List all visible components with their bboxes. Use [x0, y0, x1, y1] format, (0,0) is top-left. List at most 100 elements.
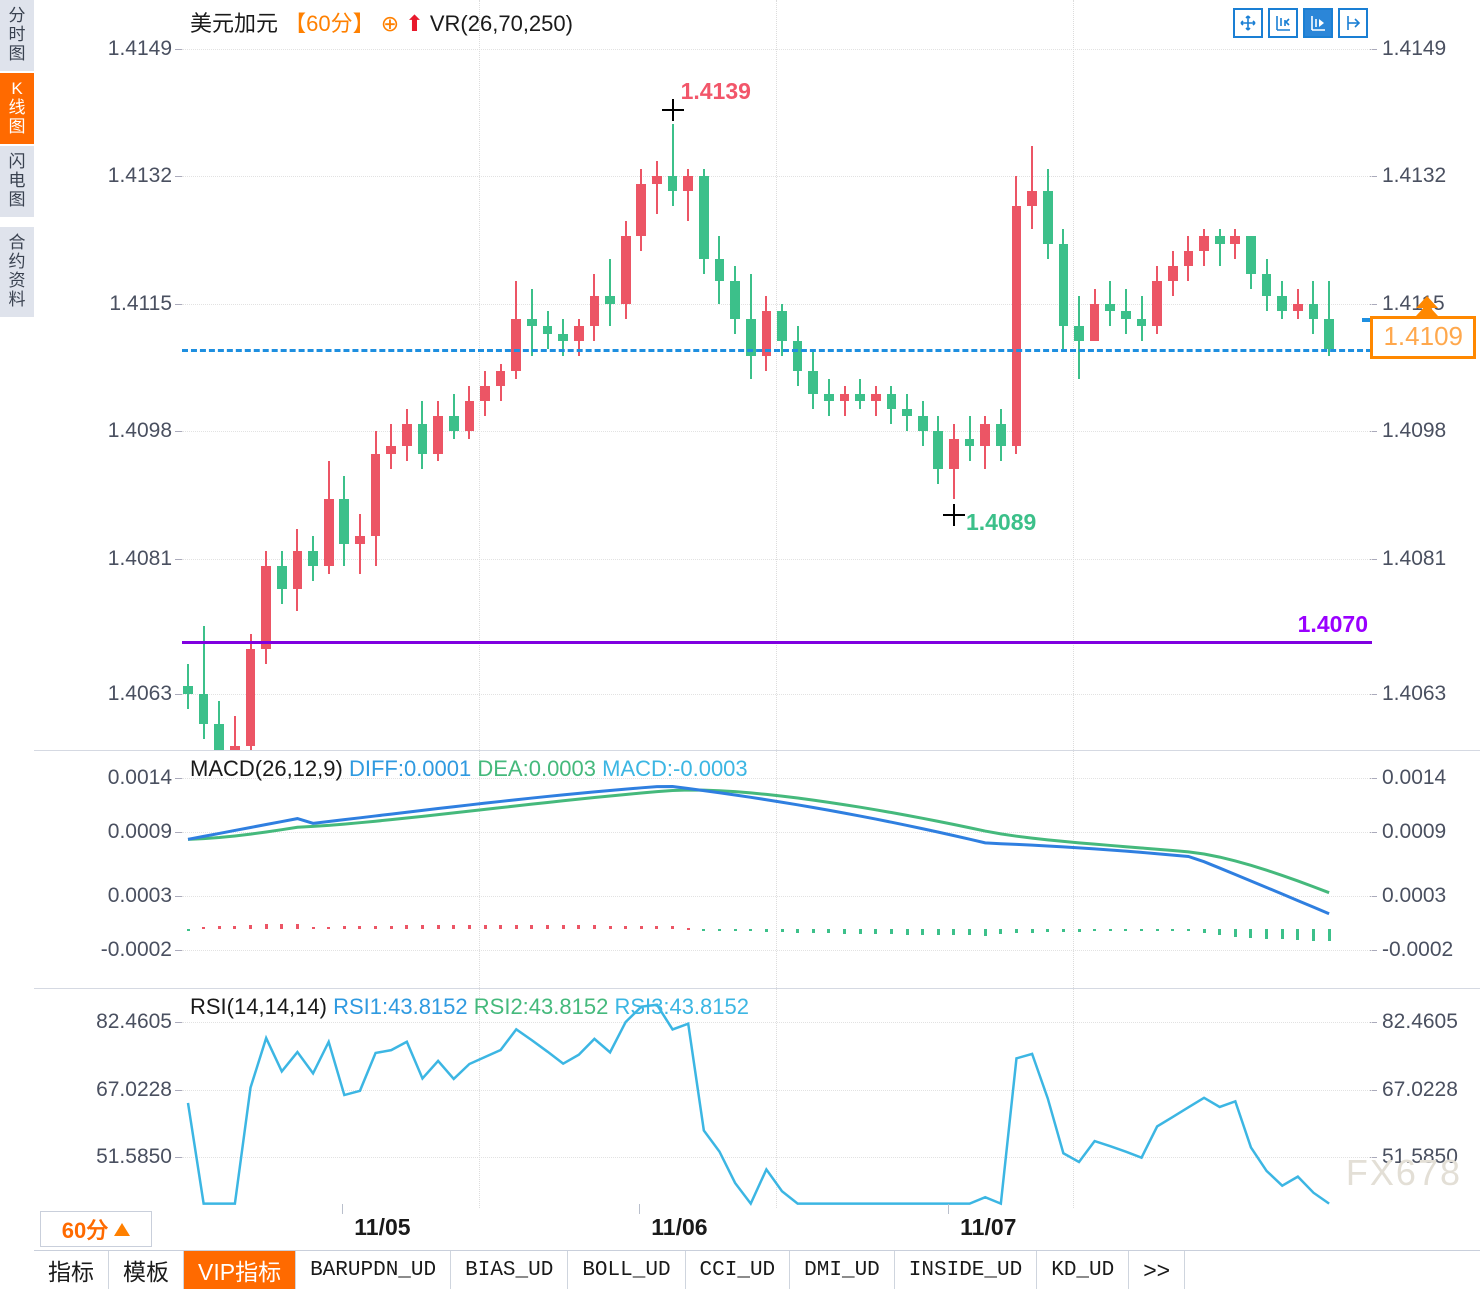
vertical-gridline	[1073, 989, 1074, 1208]
chart-container[interactable]: 1.4149 1.4132 1.4115 1.4098 1.4081 1.4063 1.4…	[34, 0, 1480, 1236]
macd-plot-area[interactable]: MACD(26,12,9) DIFF:0.0001 DEA:0.0003 MAC…	[182, 751, 1372, 988]
macd-histogram-bar	[420, 925, 424, 929]
red-up-arrow-icon: ⬆	[405, 11, 424, 36]
macd-histogram-bar	[264, 924, 268, 929]
rsi-line	[186, 1003, 1330, 1207]
sidebar-char: 图	[8, 190, 26, 209]
macd-histogram-bar	[717, 928, 721, 931]
gridline	[182, 831, 1372, 833]
price-marker-cross	[942, 503, 965, 526]
candlestick	[401, 0, 412, 750]
fit-right-axis-icon[interactable]	[1303, 8, 1333, 38]
candlestick	[1121, 0, 1131, 750]
sidebar-divider	[0, 219, 34, 227]
candlestick	[777, 0, 787, 750]
macd-histogram-bar	[749, 928, 753, 932]
macd-dea-line	[187, 788, 1330, 895]
candlestick	[902, 0, 912, 750]
macd-histogram-bar	[1202, 928, 1206, 934]
axis-tick-mark	[1370, 176, 1377, 178]
gridline	[182, 1022, 1372, 1024]
timeframe-button[interactable]: 60分	[40, 1211, 152, 1247]
gridline	[182, 176, 1372, 178]
price-plot-area[interactable]: 美元加元 【60分】 ⊕ ⬆ VR(26,70,250) 1.4070 1.413…	[182, 0, 1372, 750]
candlestick	[714, 0, 725, 750]
rsi-panel[interactable]: 82.4605 67.0228 51.5850 82.4605 67.0228 51.5…	[34, 989, 1480, 1208]
axis-tick-label: 1.4098	[1382, 419, 1447, 443]
scroll-to-end-icon[interactable]	[1338, 8, 1368, 38]
tab-cci-ud[interactable]: CCI_UD	[686, 1251, 791, 1289]
macd-histogram-bar	[1327, 928, 1331, 941]
candlestick	[230, 0, 240, 750]
support-line[interactable]	[182, 641, 1372, 645]
macd-histogram-bar	[858, 928, 862, 934]
axis-tick-mark	[1370, 777, 1377, 779]
tab-bar-filler	[1185, 1251, 1480, 1289]
tab-模板[interactable]: 模板	[109, 1251, 184, 1289]
candlestick	[1152, 0, 1162, 750]
move-tool-icon[interactable]	[1233, 8, 1263, 38]
macd-diff-value: DIFF:0.0001	[348, 756, 472, 781]
gridline	[182, 1089, 1372, 1091]
macd-histogram-bar	[843, 928, 847, 934]
candlestick	[1074, 0, 1084, 750]
axis-tick-label: 67.0228	[96, 1077, 172, 1101]
axis-tick-label: 1.4098	[107, 419, 172, 443]
tab-barupdn-ud[interactable]: BARUPDN_UD	[296, 1251, 452, 1289]
macd-macd-value: MACD:-0.0003	[602, 756, 748, 781]
candlestick	[745, 0, 756, 750]
candlestick	[808, 0, 819, 750]
x-axis-tick	[948, 1204, 950, 1214]
period-label: 【60分】	[284, 11, 375, 36]
fit-left-axis-icon[interactable]	[1268, 8, 1298, 38]
tab-bias-ud[interactable]: BIAS_UD	[451, 1251, 569, 1289]
tab-指标[interactable]: 指标	[34, 1251, 109, 1289]
axis-tick-mark	[1370, 1022, 1377, 1024]
candlestick	[652, 0, 662, 750]
price-tag-stub	[1362, 318, 1376, 322]
candlestick	[1089, 0, 1100, 750]
tab-kd-ud[interactable]: KD_UD	[1037, 1251, 1130, 1289]
vertical-gridline	[776, 989, 777, 1208]
macd-histogram-bar	[1140, 928, 1144, 932]
price-axis-right: 1.4149 1.4132 1.4115 1.4098 1.4081 1.4063	[1370, 0, 1480, 750]
axis-tick-mark	[175, 777, 182, 779]
candlestick	[761, 0, 772, 750]
current-price-tag[interactable]: 1.4109	[1370, 316, 1476, 359]
axis-tick-label: 67.0228	[1382, 1077, 1458, 1101]
price-panel[interactable]: 1.4149 1.4132 1.4115 1.4098 1.4081 1.4063 1.4…	[34, 0, 1480, 750]
tab-inside-ud[interactable]: INSIDE_UD	[895, 1251, 1038, 1289]
candlestick	[245, 0, 256, 750]
crosshair-circle-icon[interactable]: ⊕	[380, 11, 400, 36]
candlestick	[480, 0, 490, 750]
macd-histogram-bar	[999, 928, 1003, 935]
triangle-up-icon	[114, 1222, 131, 1236]
tab-boll-ud[interactable]: BOLL_UD	[568, 1251, 686, 1289]
tab-more-button[interactable]: >>	[1129, 1251, 1186, 1289]
sidebar-item-contract-info[interactable]: 合约资料	[0, 227, 34, 319]
macd-histogram-bar	[186, 928, 190, 931]
macd-histogram-bar	[1046, 928, 1050, 933]
candlestick	[605, 0, 615, 750]
axis-tick-mark	[175, 1089, 182, 1091]
axis-tick-mark	[1370, 896, 1377, 898]
candlestick	[558, 0, 568, 750]
macd-axis-right: 0.0014 0.0009 0.0003 -0.0002	[1370, 751, 1480, 988]
macd-histogram-bar	[1030, 928, 1034, 933]
macd-axis-left: 0.0014 0.0009 0.0003 -0.0002	[34, 751, 182, 988]
x-axis-label: 11/06	[651, 1214, 708, 1240]
x-axis: 11/05 11/06 11/07	[34, 1204, 1480, 1240]
sidebar-item-lightning-chart[interactable]: 闪电图	[0, 146, 34, 219]
rsi-axis-left: 82.4605 67.0228 51.5850	[34, 989, 182, 1208]
chart-toolbar	[1233, 8, 1368, 38]
rsi-plot-area[interactable]: RSI(14,14,14) RSI1:43.8152 RSI2:43.8152 …	[182, 989, 1372, 1208]
sidebar-item-time-chart[interactable]: 分时图	[0, 0, 34, 73]
axis-tick-label: 0.0014	[107, 765, 172, 789]
tab-dmi-ud[interactable]: DMI_UD	[790, 1251, 895, 1289]
macd-panel[interactable]: 0.0014 0.0009 0.0003 -0.0002 0.0014 0.0009 0.…	[34, 751, 1480, 988]
macd-histogram-bar	[452, 925, 456, 929]
macd-histogram-bar	[1280, 928, 1284, 940]
tab-vip指标[interactable]: VIP指标	[184, 1251, 297, 1289]
